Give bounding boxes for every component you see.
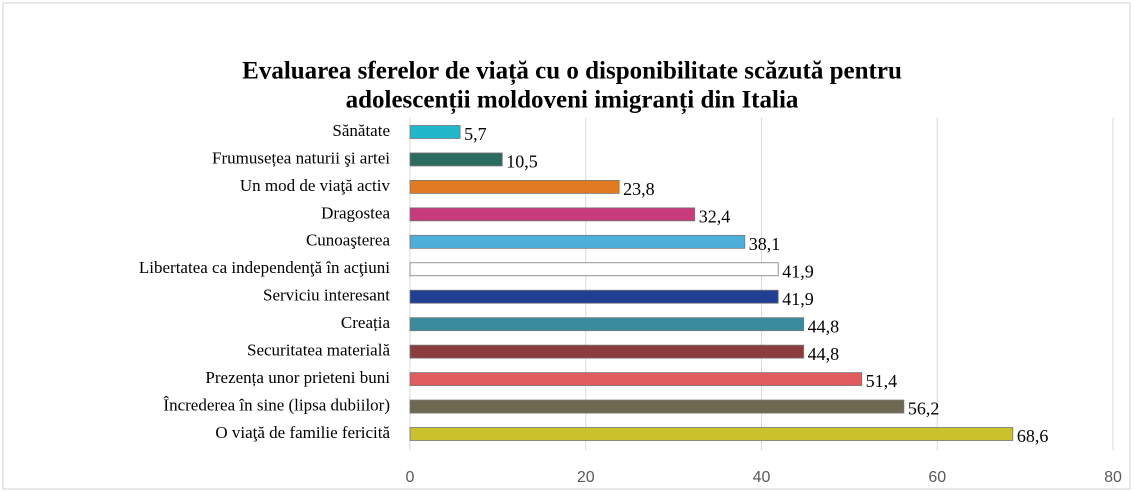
chart-title: adolescenții moldoveni imigranți din Ita… bbox=[346, 87, 799, 115]
y-tick-label: O viaţă de familie fericită bbox=[215, 423, 390, 442]
y-tick-label: Sănătate bbox=[332, 121, 390, 140]
y-tick-label: Dragostea bbox=[321, 203, 390, 222]
x-tick-label: 40 bbox=[753, 469, 771, 486]
value-label: 41,9 bbox=[782, 261, 814, 281]
y-tick-label: Prezența unor prieteni buni bbox=[205, 368, 390, 387]
y-tick-label: Încrederea în sine (lipsa dubiilor) bbox=[163, 395, 390, 414]
x-tick-label: 20 bbox=[577, 469, 595, 486]
bar bbox=[409, 234, 746, 249]
value-label: 38,1 bbox=[749, 234, 781, 254]
bar bbox=[409, 125, 461, 139]
bar bbox=[409, 289, 779, 304]
x-tick-label: 0 bbox=[406, 469, 415, 486]
bar bbox=[409, 152, 503, 167]
bar bbox=[409, 399, 905, 414]
bar bbox=[409, 262, 779, 277]
value-label: 44,8 bbox=[808, 316, 840, 336]
bar bbox=[409, 372, 863, 386]
value-label: 23,8 bbox=[623, 179, 655, 199]
chart-title: Evaluarea sferelor de viață cu o disponi… bbox=[242, 58, 902, 86]
bar bbox=[409, 207, 696, 222]
value-label: 44,8 bbox=[808, 344, 840, 364]
value-label: 5,7 bbox=[464, 124, 487, 144]
x-tick-label: 60 bbox=[928, 469, 946, 486]
y-tick-label: Libertatea ca independenţă în acţiuni bbox=[139, 258, 390, 277]
x-tick-label: 80 bbox=[1104, 469, 1122, 486]
value-label: 32,4 bbox=[699, 206, 731, 226]
y-tick-label: Serviciu interesant bbox=[263, 286, 390, 305]
value-label: 68,6 bbox=[1017, 426, 1049, 446]
value-label: 10,5 bbox=[506, 152, 538, 172]
bar bbox=[409, 317, 805, 332]
value-label: 56,2 bbox=[908, 399, 940, 419]
bar bbox=[409, 344, 805, 359]
y-tick-label: Un mod de viaţă activ bbox=[240, 176, 391, 195]
value-label: 41,9 bbox=[782, 289, 814, 309]
value-label: 51,4 bbox=[866, 371, 898, 391]
bar bbox=[409, 427, 1014, 441]
y-tick-label: Cunoaşterea bbox=[306, 231, 390, 250]
y-tick-label: Creația bbox=[341, 313, 391, 332]
y-tick-label: Frumusețea naturii şi artei bbox=[212, 148, 390, 167]
y-tick-label: Securitatea materială bbox=[247, 341, 390, 360]
bar bbox=[409, 180, 620, 194]
